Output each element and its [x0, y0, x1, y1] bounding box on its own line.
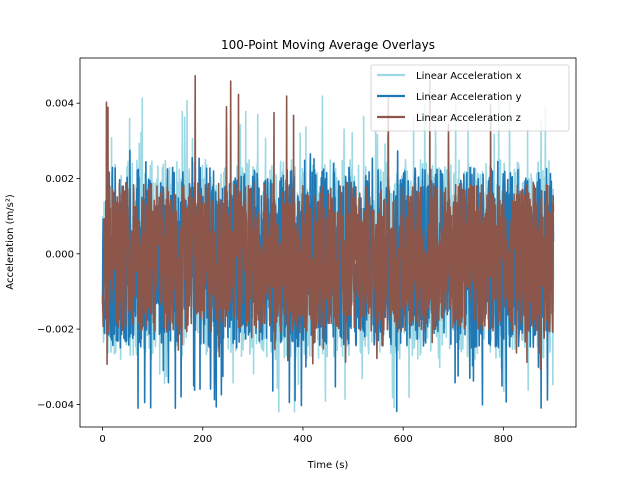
y-axis-label: Acceleration (m/s²) — [5, 194, 16, 290]
legend-box — [370, 64, 570, 132]
y-tick-label: 0.002 — [45, 174, 74, 185]
x-tick-label: 800 — [494, 434, 513, 445]
y-tick-label: 0.004 — [45, 99, 74, 110]
y-tick-label: 0.000 — [45, 249, 74, 260]
chart-title: 100-Point Moving Average Overlays — [221, 38, 435, 52]
x-tick-label: 0 — [99, 434, 105, 445]
legend: Linear Acceleration x Linear Acceleration… — [370, 64, 570, 132]
x-tick-label: 600 — [394, 434, 413, 445]
series-layer — [101, 75, 555, 413]
series-line — [101, 75, 555, 370]
x-axis-label: Time (s) — [307, 460, 349, 471]
y-axis: −0.004 −0.002 0.000 0.002 0.004 — [37, 99, 80, 411]
legend-label: Linear Acceleration z — [416, 113, 521, 124]
x-axis: 0 200 400 600 800 — [99, 427, 513, 445]
y-tick-label: −0.002 — [37, 325, 74, 336]
x-tick-label: 200 — [193, 434, 212, 445]
plot-frame — [79, 57, 577, 428]
legend-label: Linear Acceleration x — [416, 71, 522, 82]
y-tick-label: −0.004 — [37, 400, 74, 411]
legend-label: Linear Acceleration y — [416, 92, 522, 103]
x-tick-label: 400 — [293, 434, 312, 445]
